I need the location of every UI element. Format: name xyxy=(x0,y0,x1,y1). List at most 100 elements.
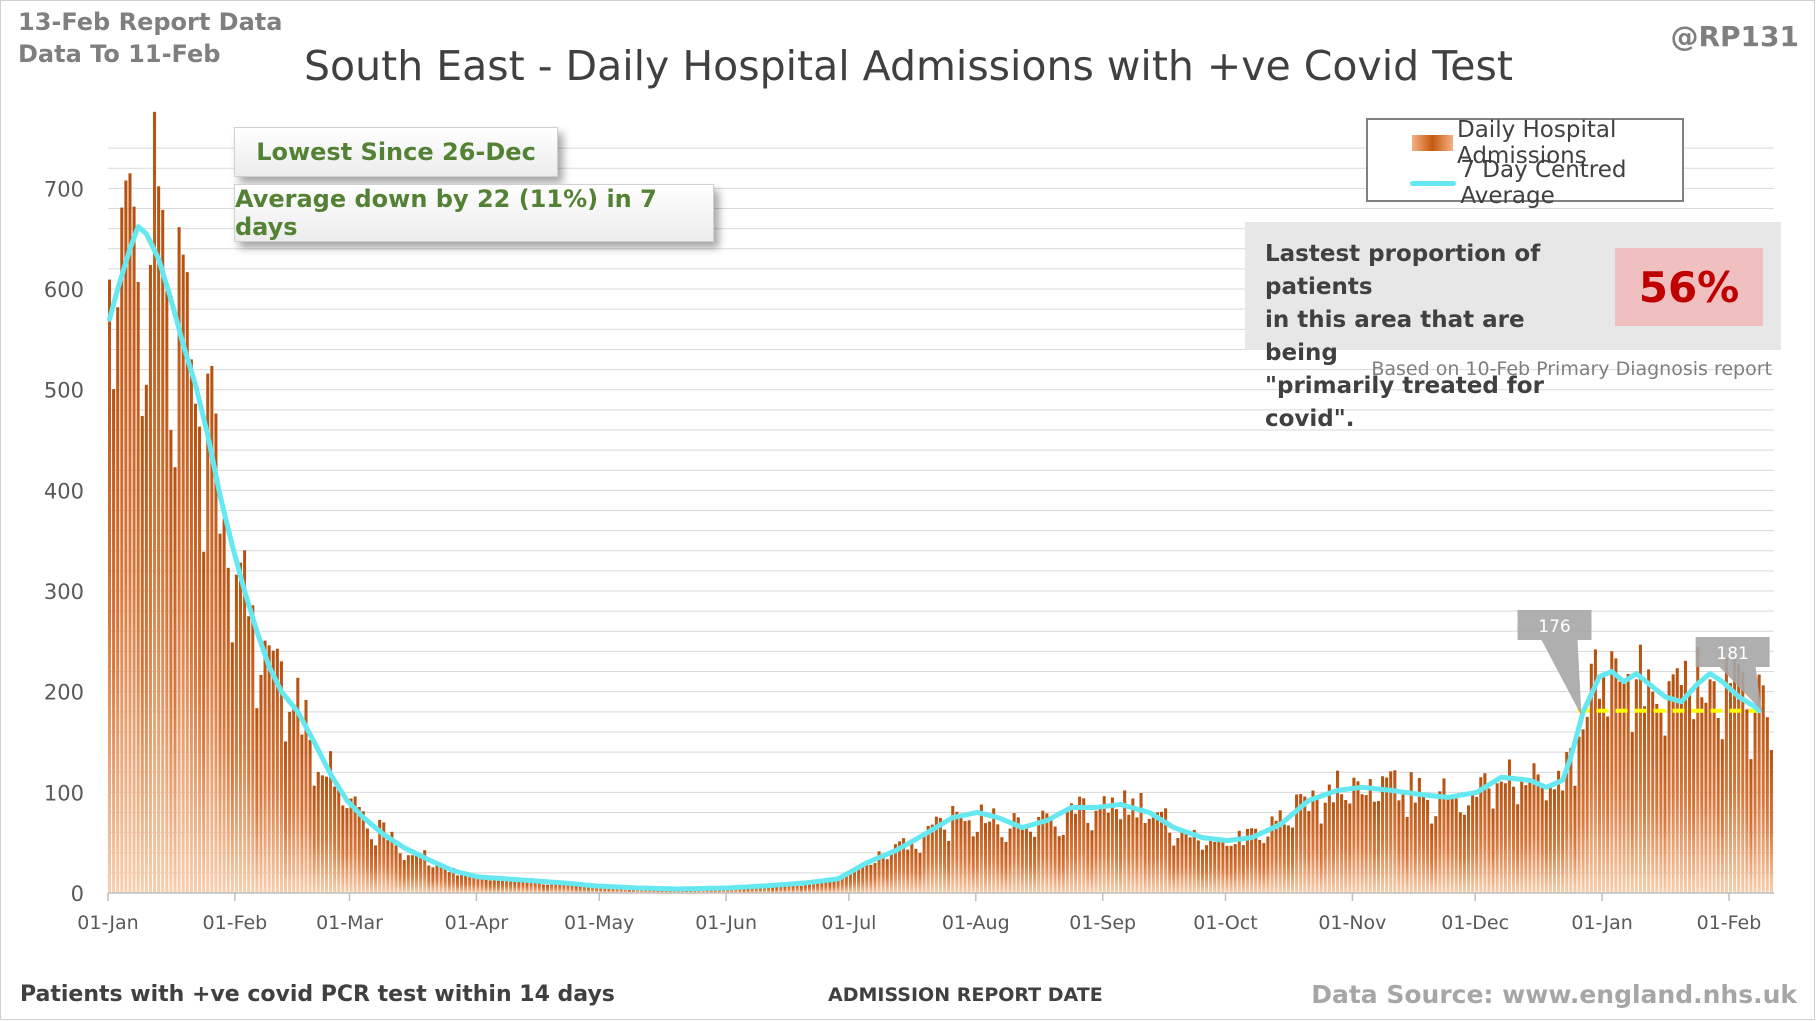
daily-bar xyxy=(1225,845,1229,893)
daily-bar xyxy=(173,467,177,893)
daily-bar xyxy=(1082,798,1086,893)
proportion-text-line: in this area that are being xyxy=(1265,307,1525,366)
y-tick-label: 100 xyxy=(44,781,84,805)
x-tick-label: 01-Dec xyxy=(1441,912,1509,934)
daily-bar xyxy=(1086,823,1090,893)
daily-bar xyxy=(1593,649,1597,893)
daily-bar xyxy=(1245,828,1249,893)
daily-bar xyxy=(971,836,975,893)
daily-bar xyxy=(329,751,333,893)
daily-bar xyxy=(390,831,394,893)
daily-bar xyxy=(1209,837,1213,893)
daily-bar xyxy=(1061,834,1065,893)
daily-bar xyxy=(1638,644,1642,893)
legend-item-bars: Daily Hospital Admissions xyxy=(1368,117,1682,169)
daily-bar xyxy=(816,881,820,893)
daily-bar xyxy=(337,789,341,893)
daily-bar xyxy=(591,884,595,893)
daily-bar xyxy=(1020,828,1024,893)
daily-bar xyxy=(386,840,390,893)
daily-bar xyxy=(742,888,746,893)
daily-bar xyxy=(1241,845,1245,893)
daily-bar xyxy=(1634,679,1638,893)
daily-bar xyxy=(1491,808,1495,893)
daily-bar xyxy=(1237,830,1241,893)
daily-bar xyxy=(1254,828,1258,893)
daily-bar xyxy=(611,887,615,893)
daily-bar xyxy=(599,886,603,893)
daily-bar xyxy=(451,867,455,893)
daily-bar xyxy=(1172,845,1176,893)
daily-bar xyxy=(1667,681,1671,893)
daily-bar xyxy=(116,307,120,894)
proportion-text-line: Lastest proportion of patients xyxy=(1265,241,1541,300)
daily-bar xyxy=(717,888,721,893)
daily-bar xyxy=(1110,797,1114,893)
daily-bar xyxy=(357,806,361,893)
daily-bar xyxy=(1290,827,1295,893)
proportion-text-line: "primarily treated for covid". xyxy=(1265,373,1544,432)
daily-bar xyxy=(210,365,214,893)
value-label-callout xyxy=(1517,610,1592,716)
daily-bar xyxy=(1426,799,1430,893)
legend-bars-label: Daily Hospital Admissions xyxy=(1457,117,1617,169)
daily-bar xyxy=(284,741,288,893)
daily-bar xyxy=(1630,732,1634,893)
daily-bar xyxy=(320,775,324,893)
daily-bar xyxy=(1381,776,1385,893)
daily-bar xyxy=(1127,814,1131,893)
daily-bar xyxy=(181,254,185,894)
daily-bar xyxy=(906,849,910,893)
daily-bar xyxy=(771,887,775,893)
daily-bar xyxy=(750,887,754,893)
daily-bar xyxy=(251,605,255,893)
daily-bar xyxy=(848,872,852,893)
daily-bar xyxy=(271,650,275,893)
daily-bar xyxy=(1606,716,1610,893)
daily-bar xyxy=(1471,792,1475,893)
daily-bar xyxy=(1376,801,1380,893)
daily-bar xyxy=(930,824,934,893)
daily-bar xyxy=(1385,777,1389,893)
value-label-callout xyxy=(1695,637,1770,711)
daily-bar xyxy=(1262,843,1266,893)
daily-bar xyxy=(496,880,500,893)
daily-bar xyxy=(1114,809,1118,893)
x-axis-title: ADMISSION REPORT DATE xyxy=(828,984,1103,1006)
daily-bar xyxy=(1266,836,1270,893)
daily-bar xyxy=(1045,813,1049,893)
daily-bar xyxy=(140,415,144,893)
daily-bar xyxy=(914,848,918,893)
author-handle: @RP131 xyxy=(1670,20,1799,53)
daily-bar xyxy=(517,880,521,893)
daily-bar xyxy=(1139,793,1143,893)
daily-bar xyxy=(1004,842,1008,893)
daily-bar xyxy=(1200,849,1204,893)
daily-bar xyxy=(926,825,930,893)
daily-bar xyxy=(1033,836,1037,893)
daily-bar xyxy=(1438,791,1442,893)
y-tick-label: 500 xyxy=(44,379,84,403)
daily-bar xyxy=(1516,804,1520,893)
daily-bar xyxy=(1589,663,1593,893)
daily-bar xyxy=(1233,844,1237,893)
daily-bar xyxy=(1745,709,1749,893)
report-date-label: 13-Feb Report Data xyxy=(18,8,283,36)
daily-bar xyxy=(1270,816,1274,893)
daily-bar xyxy=(1520,781,1524,893)
daily-bar xyxy=(934,816,938,893)
daily-bar xyxy=(423,850,427,893)
daily-bar xyxy=(1753,710,1757,893)
average-line xyxy=(107,224,1762,892)
daily-bar xyxy=(1119,819,1123,893)
daily-bar xyxy=(1000,837,1004,893)
daily-bar xyxy=(374,845,378,893)
daily-bar xyxy=(435,863,439,893)
daily-bar xyxy=(120,207,124,893)
daily-bar xyxy=(1319,823,1323,893)
daily-bar xyxy=(1467,805,1471,893)
daily-bar xyxy=(148,264,152,894)
daily-bar xyxy=(1074,813,1078,893)
daily-bar xyxy=(619,887,623,893)
